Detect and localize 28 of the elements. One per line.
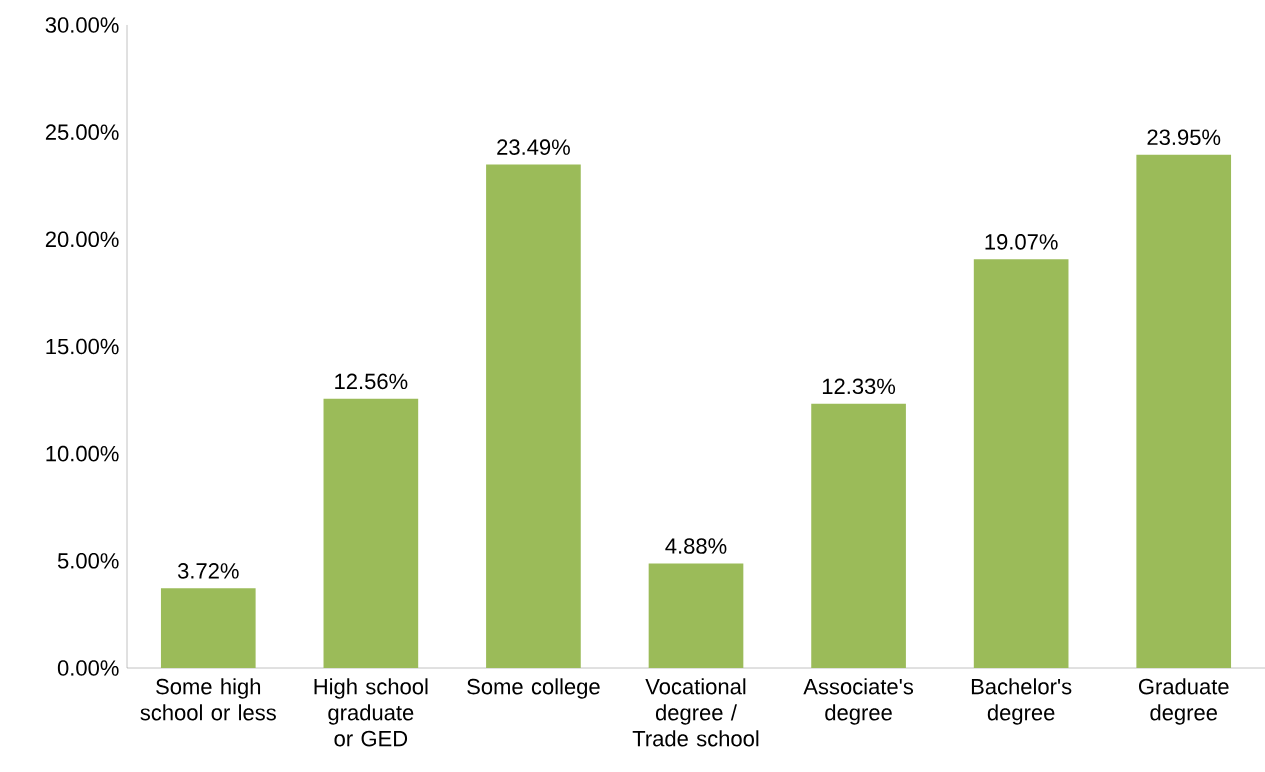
data-label: 23.95% bbox=[1147, 129, 1221, 146]
data-label: 3.72% bbox=[177, 563, 239, 579]
bar bbox=[160, 588, 256, 668]
y-tick-label: 25.00% bbox=[45, 124, 119, 140]
bar bbox=[1136, 154, 1232, 668]
data-label: 12.33% bbox=[822, 378, 896, 395]
bar bbox=[648, 563, 744, 668]
x-tick-label: High school graduate or GED bbox=[314, 678, 428, 747]
data-label: 4.88% bbox=[665, 538, 727, 554]
y-tick-label: 15.00% bbox=[46, 338, 119, 355]
y-tick-label: 0.00% bbox=[57, 660, 119, 676]
y-tick-label: 5.00% bbox=[57, 553, 119, 569]
bar bbox=[973, 259, 1069, 668]
x-tick-label: Some college bbox=[467, 678, 600, 699]
data-label: 19.07% bbox=[985, 234, 1058, 250]
x-tick-label: Graduate degree bbox=[1138, 678, 1229, 725]
y-tick-label: 30.00% bbox=[45, 17, 119, 33]
data-label: 23.49% bbox=[497, 139, 570, 155]
y-tick-label: 10.00% bbox=[46, 445, 119, 462]
bar bbox=[323, 398, 419, 668]
x-tick-label: Vocational degree / Trade school bbox=[632, 678, 759, 747]
x-tick-label: Bachelor's degree bbox=[971, 678, 1072, 725]
y-tick-label: 20.00% bbox=[45, 231, 119, 248]
x-tick-label: Some high school or less bbox=[140, 678, 276, 721]
bar bbox=[486, 164, 581, 668]
bar bbox=[811, 403, 906, 668]
x-tick-label: Associate's degree bbox=[803, 678, 914, 725]
data-label: 12.56% bbox=[335, 373, 408, 390]
